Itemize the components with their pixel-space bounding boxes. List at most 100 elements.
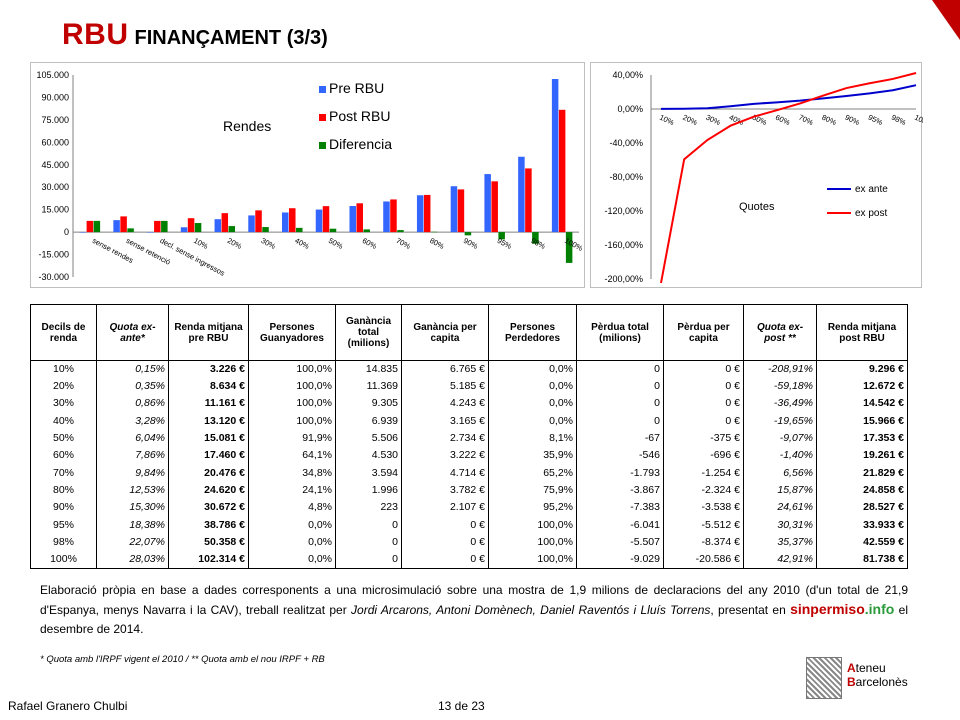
bar-diferencia — [397, 230, 404, 233]
table-cell: 7,86% — [96, 447, 169, 465]
table-cell: 3.782 € — [401, 481, 489, 500]
y-tick-label: 90.000 — [41, 92, 69, 102]
table-cell: 13.120 € — [168, 412, 249, 430]
col-header: Persones Perdedores — [488, 304, 577, 361]
table-cell: -3.867 — [576, 481, 664, 500]
table-row: 80% 12,53% 24.620 €24,1% 1.996 3.782 €75,9% -… — [30, 481, 908, 500]
ateneu-barcelones-logo: Ateneu Barcelonès — [806, 657, 946, 701]
col-header: Ganància total (milions) — [335, 304, 402, 361]
x-tick-label: 30% — [260, 236, 278, 251]
logo-word-2: arcelonès — [855, 675, 908, 689]
table-cell: 0,0% — [248, 516, 336, 534]
bar-pre-rbu — [214, 219, 222, 233]
y-tick-label: -160,00% — [604, 240, 643, 250]
table-cell: -546 — [576, 447, 664, 465]
y-tick-label: 105.000 — [36, 70, 69, 80]
table-cell: 6,56% — [743, 464, 817, 482]
col-header: Renda mitjana pre RBU — [168, 304, 249, 361]
y-tick-label: 0 — [64, 227, 69, 237]
bar-diferencia — [464, 232, 472, 236]
table-cell: -9.029 — [576, 550, 664, 569]
table-cell: 20% — [30, 378, 97, 396]
bar-diferencia — [498, 232, 505, 240]
x-tick-label: 60% — [774, 113, 792, 128]
table-cell: 0 € — [663, 395, 744, 413]
table-row: 50% 6,04% 15.081 €91,9% 5.506 2.734 €8,1% -67… — [30, 429, 908, 448]
income-bar-chart: 105.000 90.000 75.000 60.000 45.000 30.000 15.… — [30, 62, 585, 288]
bar-pre-rbu — [282, 212, 289, 233]
x-tick-label: 40% — [293, 236, 311, 251]
table-cell: 28,03% — [96, 550, 169, 569]
bar-post-rbu — [491, 181, 498, 233]
table-cell: -9,07% — [743, 429, 817, 448]
legend-swatch — [319, 86, 326, 93]
bar-diferencia — [161, 220, 168, 233]
table-cell: 17.460 € — [168, 447, 249, 465]
note-authors: Jordi Arcarons, Antoni Domènech, Daniel … — [351, 603, 711, 617]
x-tick-label: 60% — [361, 236, 379, 251]
table-cell: 0,0% — [248, 550, 336, 569]
footnote: * Quota amb l'IRPF vigent el 2010 / ** Q… — [40, 654, 325, 665]
table-cell: 21.829 € — [816, 464, 908, 482]
chart-title: Rendes — [223, 118, 271, 134]
table-cell: 3.165 € — [401, 412, 489, 430]
bar-post-rbu — [86, 220, 94, 233]
bar-pre-rbu — [518, 156, 525, 233]
table-cell: 0 € — [401, 516, 489, 534]
table-cell: -36,49% — [743, 395, 817, 413]
bar-pre-rbu — [416, 195, 424, 233]
x-tick-label: 95% — [496, 236, 514, 251]
table-cell: 98% — [30, 533, 97, 551]
legend-label: Post RBU — [329, 108, 390, 124]
table-row: 70% 9,84% 20.476 €34,8% 3.594 4.714 €65,2% -1… — [30, 464, 908, 482]
table-cell: 15.966 € — [816, 412, 908, 430]
table-cell: 30.672 € — [168, 499, 249, 517]
note-text-2: , presentat en — [710, 603, 791, 617]
table-cell: -1.793 — [576, 464, 664, 482]
table-cell: 2.734 € — [401, 429, 489, 448]
table-cell: 100,0% — [248, 412, 336, 430]
y-tick-label: -30.000 — [38, 272, 69, 282]
table-cell: -67 — [576, 429, 664, 448]
table-cell: 22,07% — [96, 533, 169, 551]
table-cell: 60% — [30, 447, 97, 465]
table-cell: -5.512 € — [663, 516, 744, 534]
table-cell: 30% — [30, 395, 97, 413]
table-cell: 50% — [30, 429, 97, 448]
table-cell: 95,2% — [488, 499, 577, 517]
corner-decoration — [932, 0, 960, 40]
bar-diferencia — [228, 226, 236, 233]
y-tick-label: -120,00% — [604, 206, 643, 216]
table-cell: -3.538 € — [663, 499, 744, 517]
table-cell: 15,87% — [743, 481, 817, 500]
table-cell: 6.765 € — [401, 360, 489, 378]
table-cell: 100,0% — [488, 516, 577, 534]
table-cell: 0 — [335, 533, 402, 551]
table-cell: 65,2% — [488, 464, 577, 482]
table-cell: 30,31% — [743, 516, 817, 534]
table-cell: 34,8% — [248, 464, 336, 482]
table-cell: 0 — [576, 395, 664, 413]
table-cell: 17.353 € — [816, 429, 908, 448]
table-cell: 15.081 € — [168, 429, 249, 448]
table-row: 98% 22,07% 50.358 €0,0% 0 0 €100,0% -5.507 -8.… — [30, 533, 908, 551]
x-tick-label: 10% — [658, 113, 676, 128]
title-sub: FINANÇAMENT (3/3) — [134, 27, 328, 49]
table-cell: 0 € — [663, 360, 744, 378]
table-cell: 0 — [335, 550, 402, 569]
table-cell: 42,91% — [743, 550, 817, 569]
x-tick-label: 10% — [192, 236, 210, 251]
table-cell: 0 — [576, 412, 664, 430]
table-cell: 24.620 € — [168, 481, 249, 500]
bar-post-rbu — [423, 194, 431, 233]
bar-pre-rbu — [315, 209, 323, 233]
table-cell: 100% — [30, 550, 97, 569]
legend-label: Diferencia — [329, 136, 392, 152]
table-cell: -1,40% — [743, 447, 817, 465]
table-cell: 18,38% — [96, 516, 169, 534]
table-cell: -20.586 € — [663, 550, 744, 569]
y-tick-label: 45.000 — [41, 160, 69, 170]
logo-initial-b: B — [847, 675, 856, 689]
logo-word-1: teneu — [855, 661, 886, 675]
bar-diferencia — [262, 227, 269, 233]
